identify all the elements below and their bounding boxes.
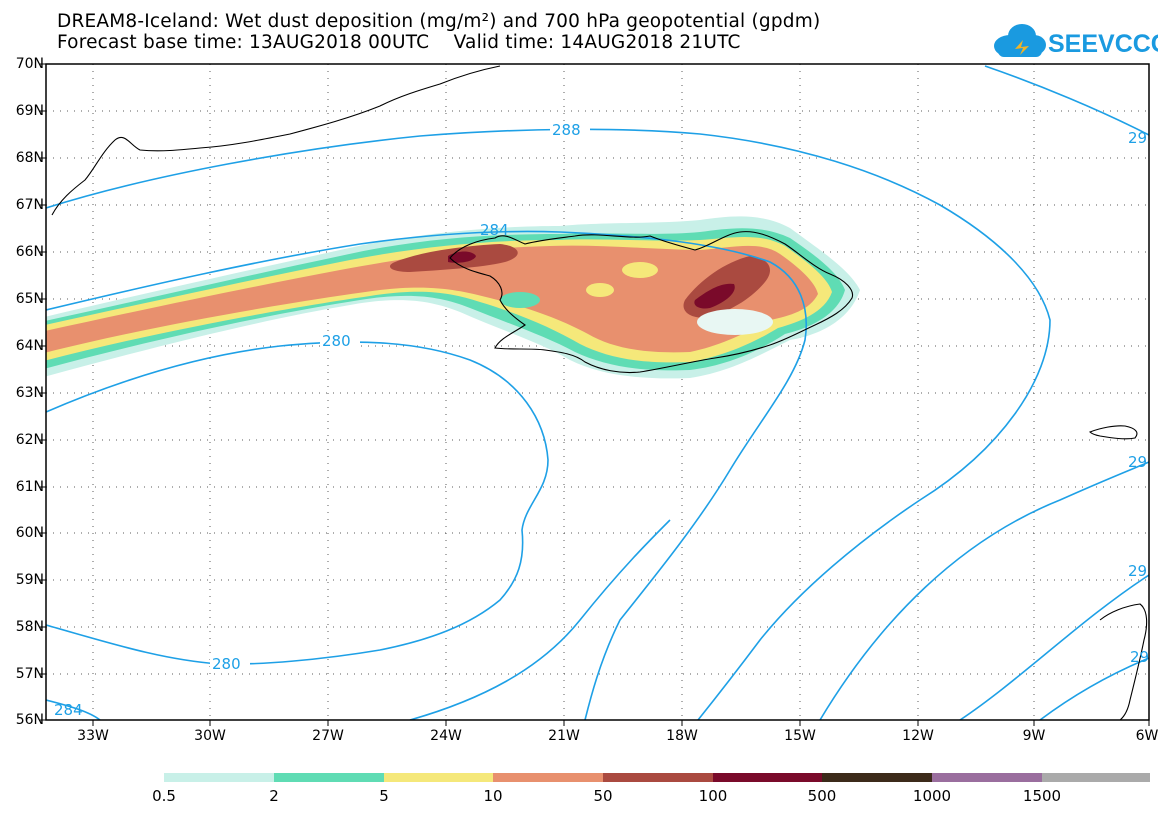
lat-label: 61N [15,479,44,495]
colorbar-label: 1500 [1022,787,1062,805]
dust-level-100-b [694,283,735,309]
lat-label: 62N [15,432,44,448]
dust-level-100-a [448,251,476,263]
colorbar-label: 5 [379,787,389,805]
colorbar-swatch [713,773,822,782]
colorbar-swatch [164,773,274,782]
lat-label: 65N [15,291,44,307]
contour-label-284-bottom: 284 [54,701,83,719]
lat-label: 67N [15,197,44,213]
contour-labels: 288 284 280 280 284 29 29 29 29 [54,121,1149,719]
contour-label-284: 284 [480,221,509,239]
contour-284 [46,230,807,720]
dust-gap-east [697,309,773,335]
colorbar-label: 1000 [912,787,952,805]
colorbar-swatch [1042,773,1150,782]
faroe-coast [1089,425,1138,440]
colorbar-label: 0.5 [152,787,176,805]
dust-gap-center-2 [622,262,658,278]
greenland-coast [51,65,501,216]
lon-label: 33W [77,728,109,744]
lon-label: 24W [430,728,462,744]
lat-label: 60N [15,525,44,541]
cloud-icon [994,24,1046,57]
colorbar-swatch [493,773,603,782]
lon-label: 12W [902,728,934,744]
lat-label: 69N [15,103,44,119]
contour-292-top [984,65,1149,136]
contour-label-29-a: 29 [1128,129,1147,147]
contour-label-280-mid: 280 [322,332,351,350]
lat-label: 57N [15,666,44,682]
lat-label: 63N [15,385,44,401]
logo-text: SEEVCCC [1048,30,1158,58]
lon-label: 15W [784,728,816,744]
colorbar-swatch [932,773,1042,782]
lat-label: 64N [15,338,44,354]
lat-label: 68N [15,150,44,166]
seevccc-logo: SEEVCCC [994,24,1158,58]
contour-label-29-c: 29 [1128,562,1147,580]
contour-284-bottom [46,699,101,720]
dust-gap-west [500,292,540,308]
lon-label: 27W [312,728,344,744]
lon-label: 18W [666,728,698,744]
lon-label: 30W [194,728,226,744]
lon-label: 6W [1135,728,1159,744]
colorbar-swatch [384,773,493,782]
lat-label: 66N [15,244,44,260]
geopotential-contours [46,65,1149,720]
graticule [46,64,1149,720]
iceland-coast [449,231,854,374]
colorbar-label: 50 [593,787,613,805]
lon-label: 9W [1022,728,1046,744]
dust-deposition-field [46,216,860,379]
contour-292-mid [819,461,1149,720]
contour-label-280-low: 280 [212,655,241,673]
contour-label-29-d: 29 [1130,648,1149,666]
contour-288-bottom [409,519,671,720]
colorbar-label: 100 [698,787,728,805]
colorbar-swatch [603,773,713,782]
axis-ticks [40,63,1150,726]
dust-gap-center [586,283,614,297]
lon-label: 21W [548,728,580,744]
contour-label-29-b: 29 [1128,453,1147,471]
contour-292-low [959,574,1149,720]
contour-280 [46,341,549,665]
plot-frame [45,63,1150,721]
lat-label: 70N [15,56,44,72]
title-line-2: Forecast base time: 13AUG2018 00UTC Vali… [57,32,741,53]
colorbar-swatch [274,773,384,782]
lat-label: 59N [15,572,44,588]
colorbar-label: 2 [269,787,279,805]
lat-label: 56N [15,712,44,728]
contour-288 [46,128,1051,720]
coastlines [51,65,1148,720]
title-line-1: DREAM8-Iceland: Wet dust deposition (mg/… [57,11,821,32]
lat-label: 58N [15,619,44,635]
scotland-coast [1099,603,1148,720]
colorbar-label: 10 [483,787,503,805]
contour-label-288: 288 [552,121,581,139]
colorbar-swatch [822,773,932,782]
colorbar-label: 500 [807,787,837,805]
